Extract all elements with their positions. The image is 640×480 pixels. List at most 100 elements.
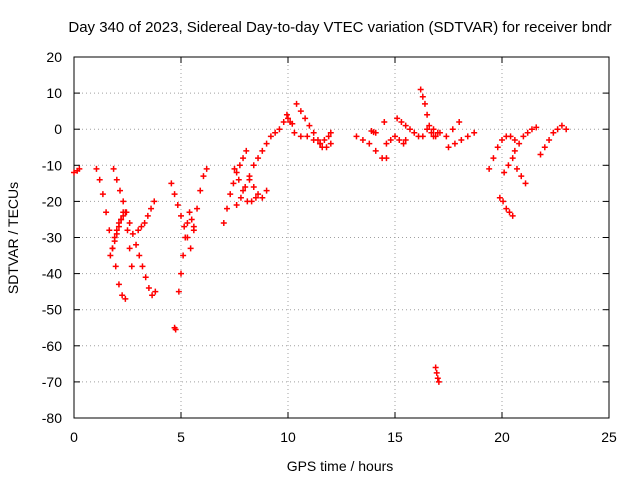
data-point [520, 133, 527, 140]
series-s15 [293, 100, 326, 151]
data-point [449, 126, 456, 133]
data-point [76, 165, 83, 172]
data-point [325, 133, 332, 140]
data-point [174, 202, 181, 209]
data-point [321, 137, 328, 144]
data-point [285, 115, 291, 122]
data-point [200, 173, 207, 180]
data-point [250, 183, 257, 190]
data-point [99, 191, 106, 198]
data-point [550, 129, 557, 136]
series-s24 [445, 129, 478, 151]
data-point [417, 86, 424, 93]
series-s27 [496, 194, 516, 219]
data-point [443, 133, 450, 140]
data-point [430, 126, 437, 133]
series-s5 [110, 165, 159, 299]
data-point [246, 173, 253, 180]
data-point [252, 194, 259, 201]
series-s13 [285, 115, 296, 127]
data-point [426, 122, 433, 129]
data-point [402, 122, 409, 129]
data-point [406, 126, 413, 133]
data-point [563, 126, 570, 133]
data-point [509, 155, 516, 162]
data-point [255, 191, 262, 198]
data-point [250, 162, 257, 169]
data-point [513, 165, 520, 172]
data-point [236, 162, 243, 169]
data-point [490, 155, 497, 162]
y-tick-label: 10 [46, 85, 62, 101]
series-s17 [353, 133, 390, 162]
data-point [419, 133, 426, 140]
data-point [235, 176, 242, 183]
data-point [103, 209, 110, 216]
data-point [122, 295, 129, 302]
data-point [297, 108, 304, 115]
data-point [509, 212, 516, 219]
series-s6 [135, 198, 158, 234]
y-tick-label: -50 [42, 302, 62, 318]
data-point [505, 162, 512, 169]
data-point [507, 133, 514, 140]
data-point [411, 129, 418, 136]
data-point [129, 230, 136, 237]
data-point [120, 198, 127, 205]
data-point [317, 140, 324, 147]
data-point [248, 198, 255, 205]
series-s11 [233, 111, 290, 209]
data-point [302, 115, 309, 122]
data-point [464, 133, 471, 140]
series-s9 [171, 324, 179, 333]
data-point [458, 137, 465, 144]
data-point [240, 187, 247, 194]
data-point [263, 140, 270, 147]
data-point [93, 165, 100, 172]
series-s25 [432, 364, 442, 385]
data-point [372, 147, 379, 154]
series-s30 [537, 122, 570, 158]
series-s12 [231, 165, 259, 205]
data-point [494, 144, 501, 151]
data-point [115, 220, 122, 227]
data-point [383, 155, 390, 162]
series-s8 [175, 209, 197, 295]
data-point [445, 144, 452, 151]
data-point [533, 124, 540, 131]
data-point [117, 187, 124, 194]
data-point [511, 147, 518, 154]
data-point [291, 129, 298, 136]
data-point [181, 223, 188, 230]
data-point [398, 118, 405, 125]
x-tick-label: 25 [601, 429, 617, 445]
data-point [501, 169, 508, 176]
data-point [503, 205, 510, 212]
data-point [233, 202, 240, 209]
data-point [314, 137, 321, 144]
data-point [259, 194, 266, 201]
data-point [524, 129, 531, 136]
data-point [276, 126, 283, 133]
data-point [144, 212, 151, 219]
data-point [224, 205, 231, 212]
data-point [187, 245, 194, 252]
data-point [107, 252, 114, 259]
data-point [237, 194, 244, 201]
data-point [124, 227, 131, 234]
data-point [280, 118, 287, 125]
data-point [128, 263, 135, 270]
data-point [71, 169, 77, 176]
y-tick-label: -80 [42, 410, 62, 426]
data-point [118, 216, 125, 223]
data-point [511, 137, 518, 144]
data-point [424, 111, 431, 118]
data-point [113, 176, 120, 183]
series-s16 [317, 129, 334, 147]
data-point [499, 137, 505, 144]
data-point [381, 118, 388, 125]
data-point [110, 165, 117, 172]
data-point [372, 129, 379, 136]
data-point [106, 227, 113, 234]
